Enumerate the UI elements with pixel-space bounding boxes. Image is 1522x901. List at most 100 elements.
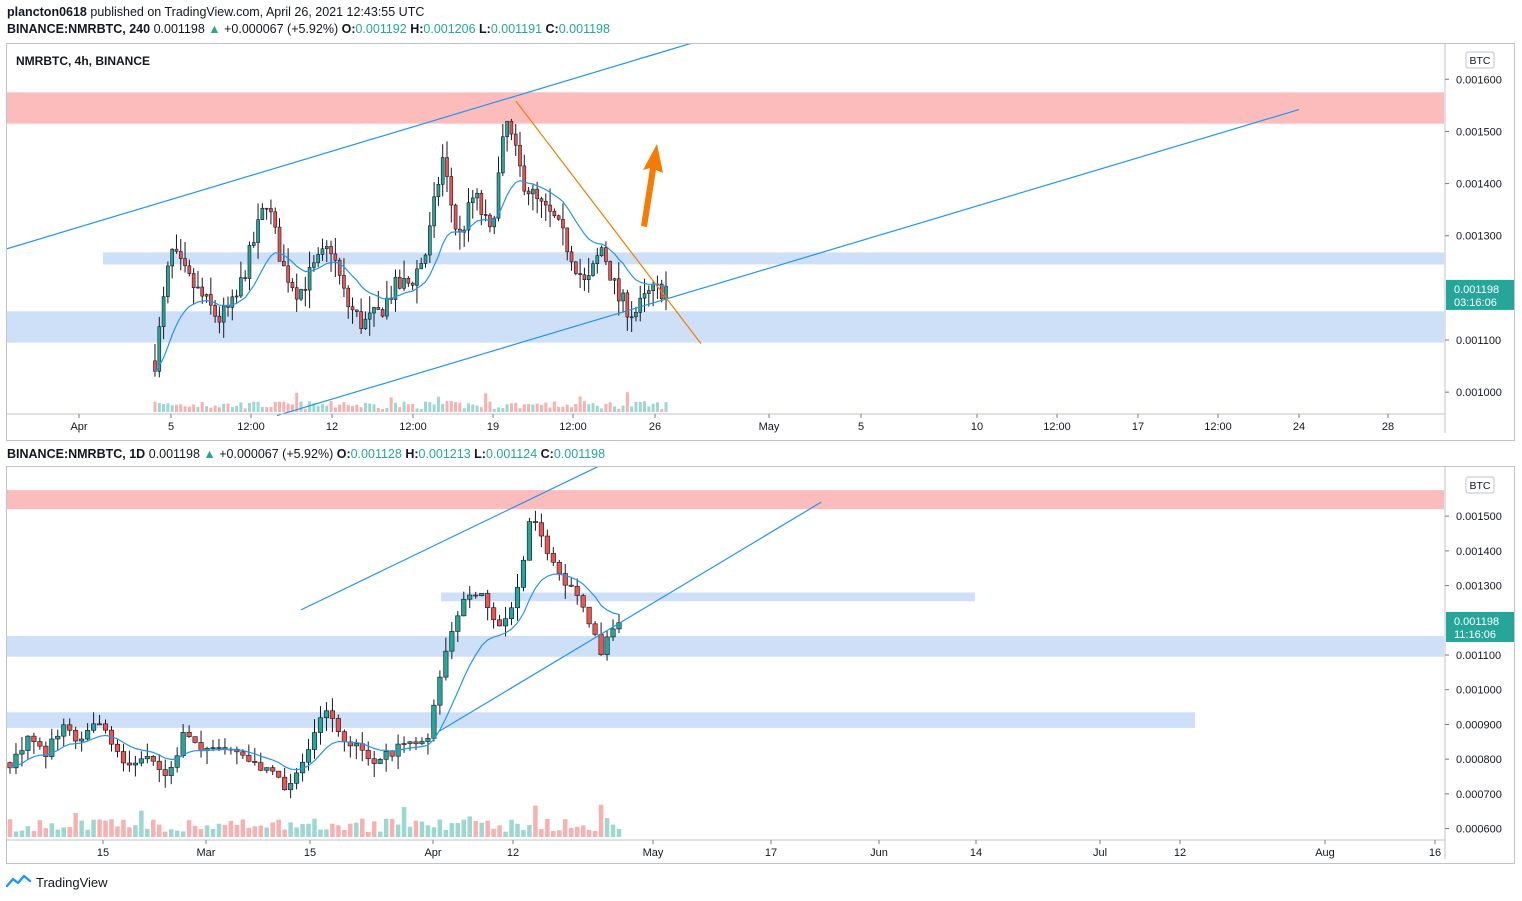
volume-bar — [240, 819, 246, 837]
volume-bar — [431, 827, 437, 837]
candle-body — [526, 190, 531, 195]
time-tick-label: 19 — [487, 421, 499, 433]
candle-body — [556, 215, 561, 220]
candle-body — [647, 290, 651, 294]
volume-bar — [243, 408, 247, 412]
pane1-symbol: BINANCE:NMRBTC, 240 — [7, 22, 151, 36]
volume-bar — [514, 402, 518, 412]
volume-bar — [19, 830, 25, 837]
candle-body — [595, 255, 600, 264]
volume-bar — [651, 403, 655, 412]
candle-body — [599, 247, 604, 257]
volume-bar — [286, 403, 290, 412]
candle-body — [508, 607, 515, 620]
candle-body — [413, 741, 419, 745]
candle-body — [556, 561, 562, 574]
volume-bar — [79, 820, 84, 837]
volume-bar — [308, 401, 312, 412]
candle-body — [445, 157, 449, 177]
moving-average-line — [154, 179, 667, 372]
pane2-arrow-up-icon: ▲ — [203, 447, 216, 461]
candle-body — [204, 294, 209, 297]
volume-bar — [376, 407, 380, 412]
time-tick-label: Apr — [70, 421, 87, 433]
bar-countdown: 03:16:06 — [1454, 297, 1497, 309]
pane1-h-label: H: — [410, 22, 424, 36]
volume-bar — [179, 404, 183, 412]
chart-pane-1d[interactable]: 0.001500 0.001400 0.001300 0.001100 0.001000… — [6, 449, 1515, 864]
candle-body — [473, 594, 479, 597]
time-tick-label: 5 — [168, 421, 174, 433]
candle-body — [393, 276, 398, 300]
pane1-arrow-up-icon: ▲ — [208, 22, 221, 36]
time-tick-label: 12 — [507, 847, 519, 859]
volume-bar — [424, 401, 428, 412]
candle-body — [580, 595, 586, 608]
time-tick-label: 24 — [1293, 421, 1305, 433]
candle-body — [226, 305, 230, 308]
candle-body — [608, 261, 612, 281]
time-tick-label: 14 — [970, 847, 982, 859]
candle-body — [415, 268, 419, 286]
candle-body — [350, 306, 355, 311]
volume-bar — [264, 827, 269, 837]
publisher-name[interactable]: plancton0618 — [7, 5, 87, 19]
time-tick-label: 10 — [971, 421, 983, 433]
volume-bar — [157, 824, 162, 837]
candle-body — [497, 619, 503, 627]
volume-bar — [13, 831, 19, 837]
volume-bar — [346, 404, 350, 412]
candle-body — [629, 316, 634, 319]
candle-body — [260, 207, 265, 220]
time-tick-label: 26 — [649, 421, 661, 433]
footer: TradingView — [6, 874, 108, 890]
candle-body — [569, 251, 574, 263]
volume-bar — [557, 406, 561, 412]
price-tick-label: 0.001100 — [1456, 335, 1501, 347]
candle-body — [316, 254, 320, 264]
candle-body — [475, 192, 479, 199]
resistance-zone-0 — [7, 490, 1444, 510]
footer-brand[interactable]: TradingView — [36, 874, 108, 890]
up-arrow-annotation-icon — [641, 144, 663, 227]
volume-bar — [551, 830, 556, 837]
candle-body — [428, 225, 432, 256]
volume-bar — [402, 401, 406, 412]
pane2-h-label: H: — [405, 447, 419, 461]
last-price-tag — [1446, 279, 1514, 310]
candle-body — [538, 522, 544, 537]
candle-body — [213, 304, 217, 317]
candle-body — [380, 309, 385, 317]
chart-1d-svg[interactable]: 0.001500 0.001400 0.001300 0.001100 0.001000… — [7, 449, 1514, 863]
volume-bar — [153, 401, 157, 412]
volume-bar — [660, 408, 664, 412]
candle-body — [91, 723, 97, 731]
pane2-o-label: O: — [336, 447, 351, 461]
volume-bar — [441, 403, 445, 412]
volume-bar — [235, 405, 239, 412]
volume-bar — [604, 403, 608, 412]
volume-bar — [300, 824, 305, 837]
volume-bar — [354, 822, 359, 837]
volume-bar — [381, 408, 385, 412]
pane2-o-value: 0.001128 — [350, 447, 402, 461]
support-zone-1 — [7, 311, 1444, 343]
volume-bar — [363, 402, 367, 412]
candle-body — [282, 260, 286, 267]
candle-body — [264, 767, 270, 771]
candle-body — [67, 724, 73, 731]
time-tick-label: Apr — [424, 847, 441, 859]
chart-4h-svg[interactable]: NMRBTC, 4h, BINANCE 0.001600 0.001500 0.00… — [6, 34, 1514, 440]
candle-body — [85, 730, 91, 740]
volume-bar — [488, 401, 492, 412]
candle-body — [198, 742, 204, 752]
candle-body — [578, 273, 582, 276]
chart-pane-4h[interactable]: NMRBTC, 4h, BINANCE 0.001600 0.001500 0.00… — [6, 34, 1515, 441]
price-tick-label: 0.001000 — [1456, 387, 1502, 399]
price-tick-label: 0.001600 — [1456, 74, 1502, 86]
volume-bar — [428, 402, 432, 412]
candle-body — [246, 754, 252, 762]
time-tick-label: Jul — [1093, 847, 1107, 859]
candle-body — [582, 274, 587, 280]
volume-bar — [545, 818, 550, 837]
